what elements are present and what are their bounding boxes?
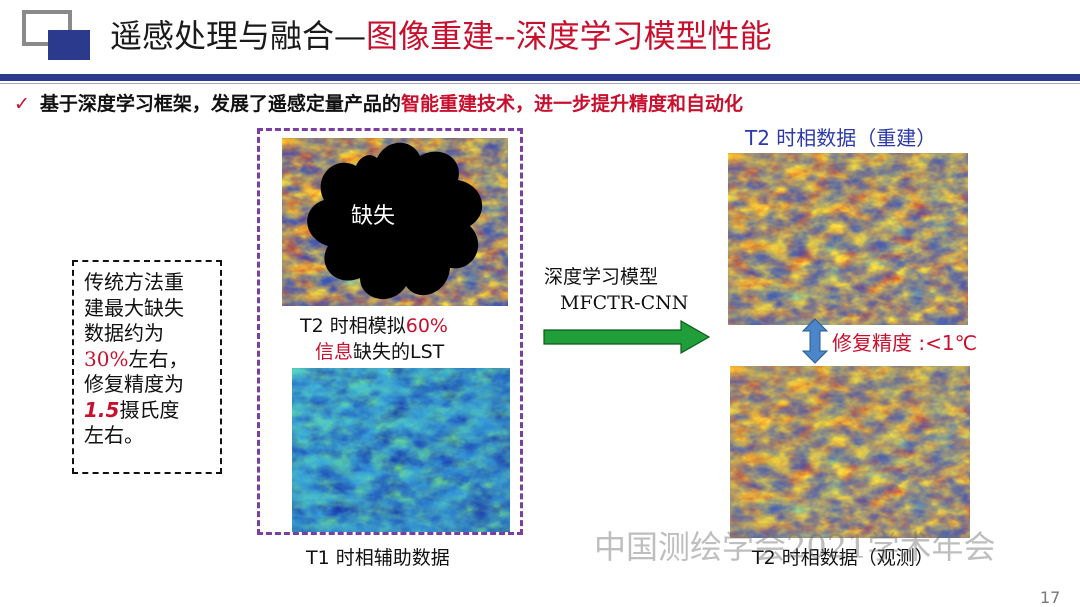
- page-number: 17: [1040, 588, 1061, 607]
- t2-missing-lst-map: [282, 138, 508, 306]
- note-line: 传统方法重: [84, 270, 184, 294]
- double-arrow-icon: [802, 318, 828, 364]
- note-highlight: 1.5: [84, 397, 120, 422]
- t1-caption: T1 时相辅助数据: [306, 547, 450, 569]
- bullet-point: ✓ 基于深度学习框架，发展了遥感定量产品的智能重建技术，进一步提升精度和自动化: [14, 91, 743, 117]
- model-label-line1: 深度学习模型: [544, 266, 659, 288]
- t1-auxiliary-map: [292, 368, 510, 532]
- t2-reconstructed-map: [728, 153, 968, 325]
- note-line: 修复精度为: [84, 372, 184, 396]
- note-line: 建最大缺失: [84, 295, 184, 320]
- traditional-method-note: 传统方法重 建最大缺失 数据约为 30%左右， 修复精度为 1.5摄氏度 左右。: [72, 260, 222, 474]
- slide-title-part2: 图像重建--深度学习模型性能: [366, 17, 772, 55]
- logo-outline-square: [22, 10, 72, 46]
- caption-text: 缺失的LST: [353, 341, 445, 363]
- bullet-text: 基于深度学习框架，发展了遥感定量产品的: [39, 93, 401, 115]
- note-line: 30%左右，: [84, 347, 210, 373]
- t2-observed-caption: T2 时相数据（观测）: [752, 547, 934, 569]
- right-arrow-icon: [543, 320, 711, 354]
- header-divider-thick: [0, 74, 1080, 81]
- t2-missing-caption-line1: T2 时相模拟60%: [300, 314, 448, 338]
- caption-highlight: 60%: [405, 315, 448, 337]
- conference-watermark: 中国测绘学会2021学术年会: [594, 528, 996, 566]
- note-line: 1.5摄氏度: [84, 398, 210, 424]
- model-label: 深度学习模型 MFCTR-CNN: [544, 264, 688, 316]
- logo-filled-square: [48, 30, 90, 60]
- caption-text: T2 时相模拟: [300, 315, 406, 337]
- t2-reconstructed-title: T2 时相数据（重建）: [745, 126, 937, 150]
- check-icon: ✓: [14, 93, 30, 115]
- note-highlight: 30%: [84, 346, 129, 371]
- slide-title: 遥感处理与融合—图像重建--深度学习模型性能: [110, 16, 772, 56]
- t2-observed-map: [730, 366, 970, 538]
- t2-missing-caption-line2: 信息缺失的LST: [315, 340, 444, 364]
- caption-highlight: 信息: [315, 341, 354, 363]
- repair-precision-label: 修复精度 :<1℃: [832, 331, 978, 355]
- bullet-text-highlight: 智能重建技术，进一步提升精度和自动化: [400, 93, 743, 115]
- missing-label: 缺失: [351, 204, 396, 229]
- note-text: 左右，: [128, 346, 189, 371]
- note-text: 摄氏度: [119, 397, 180, 422]
- model-name: MFCTR-CNN: [560, 292, 689, 314]
- note-line: 数据约为: [84, 321, 164, 345]
- note-line: 左右。: [84, 423, 144, 447]
- header-divider-thin: [0, 83, 1080, 84]
- slide-title-part1: 遥感处理与融合—: [110, 17, 367, 55]
- input-data-frame: [257, 128, 523, 535]
